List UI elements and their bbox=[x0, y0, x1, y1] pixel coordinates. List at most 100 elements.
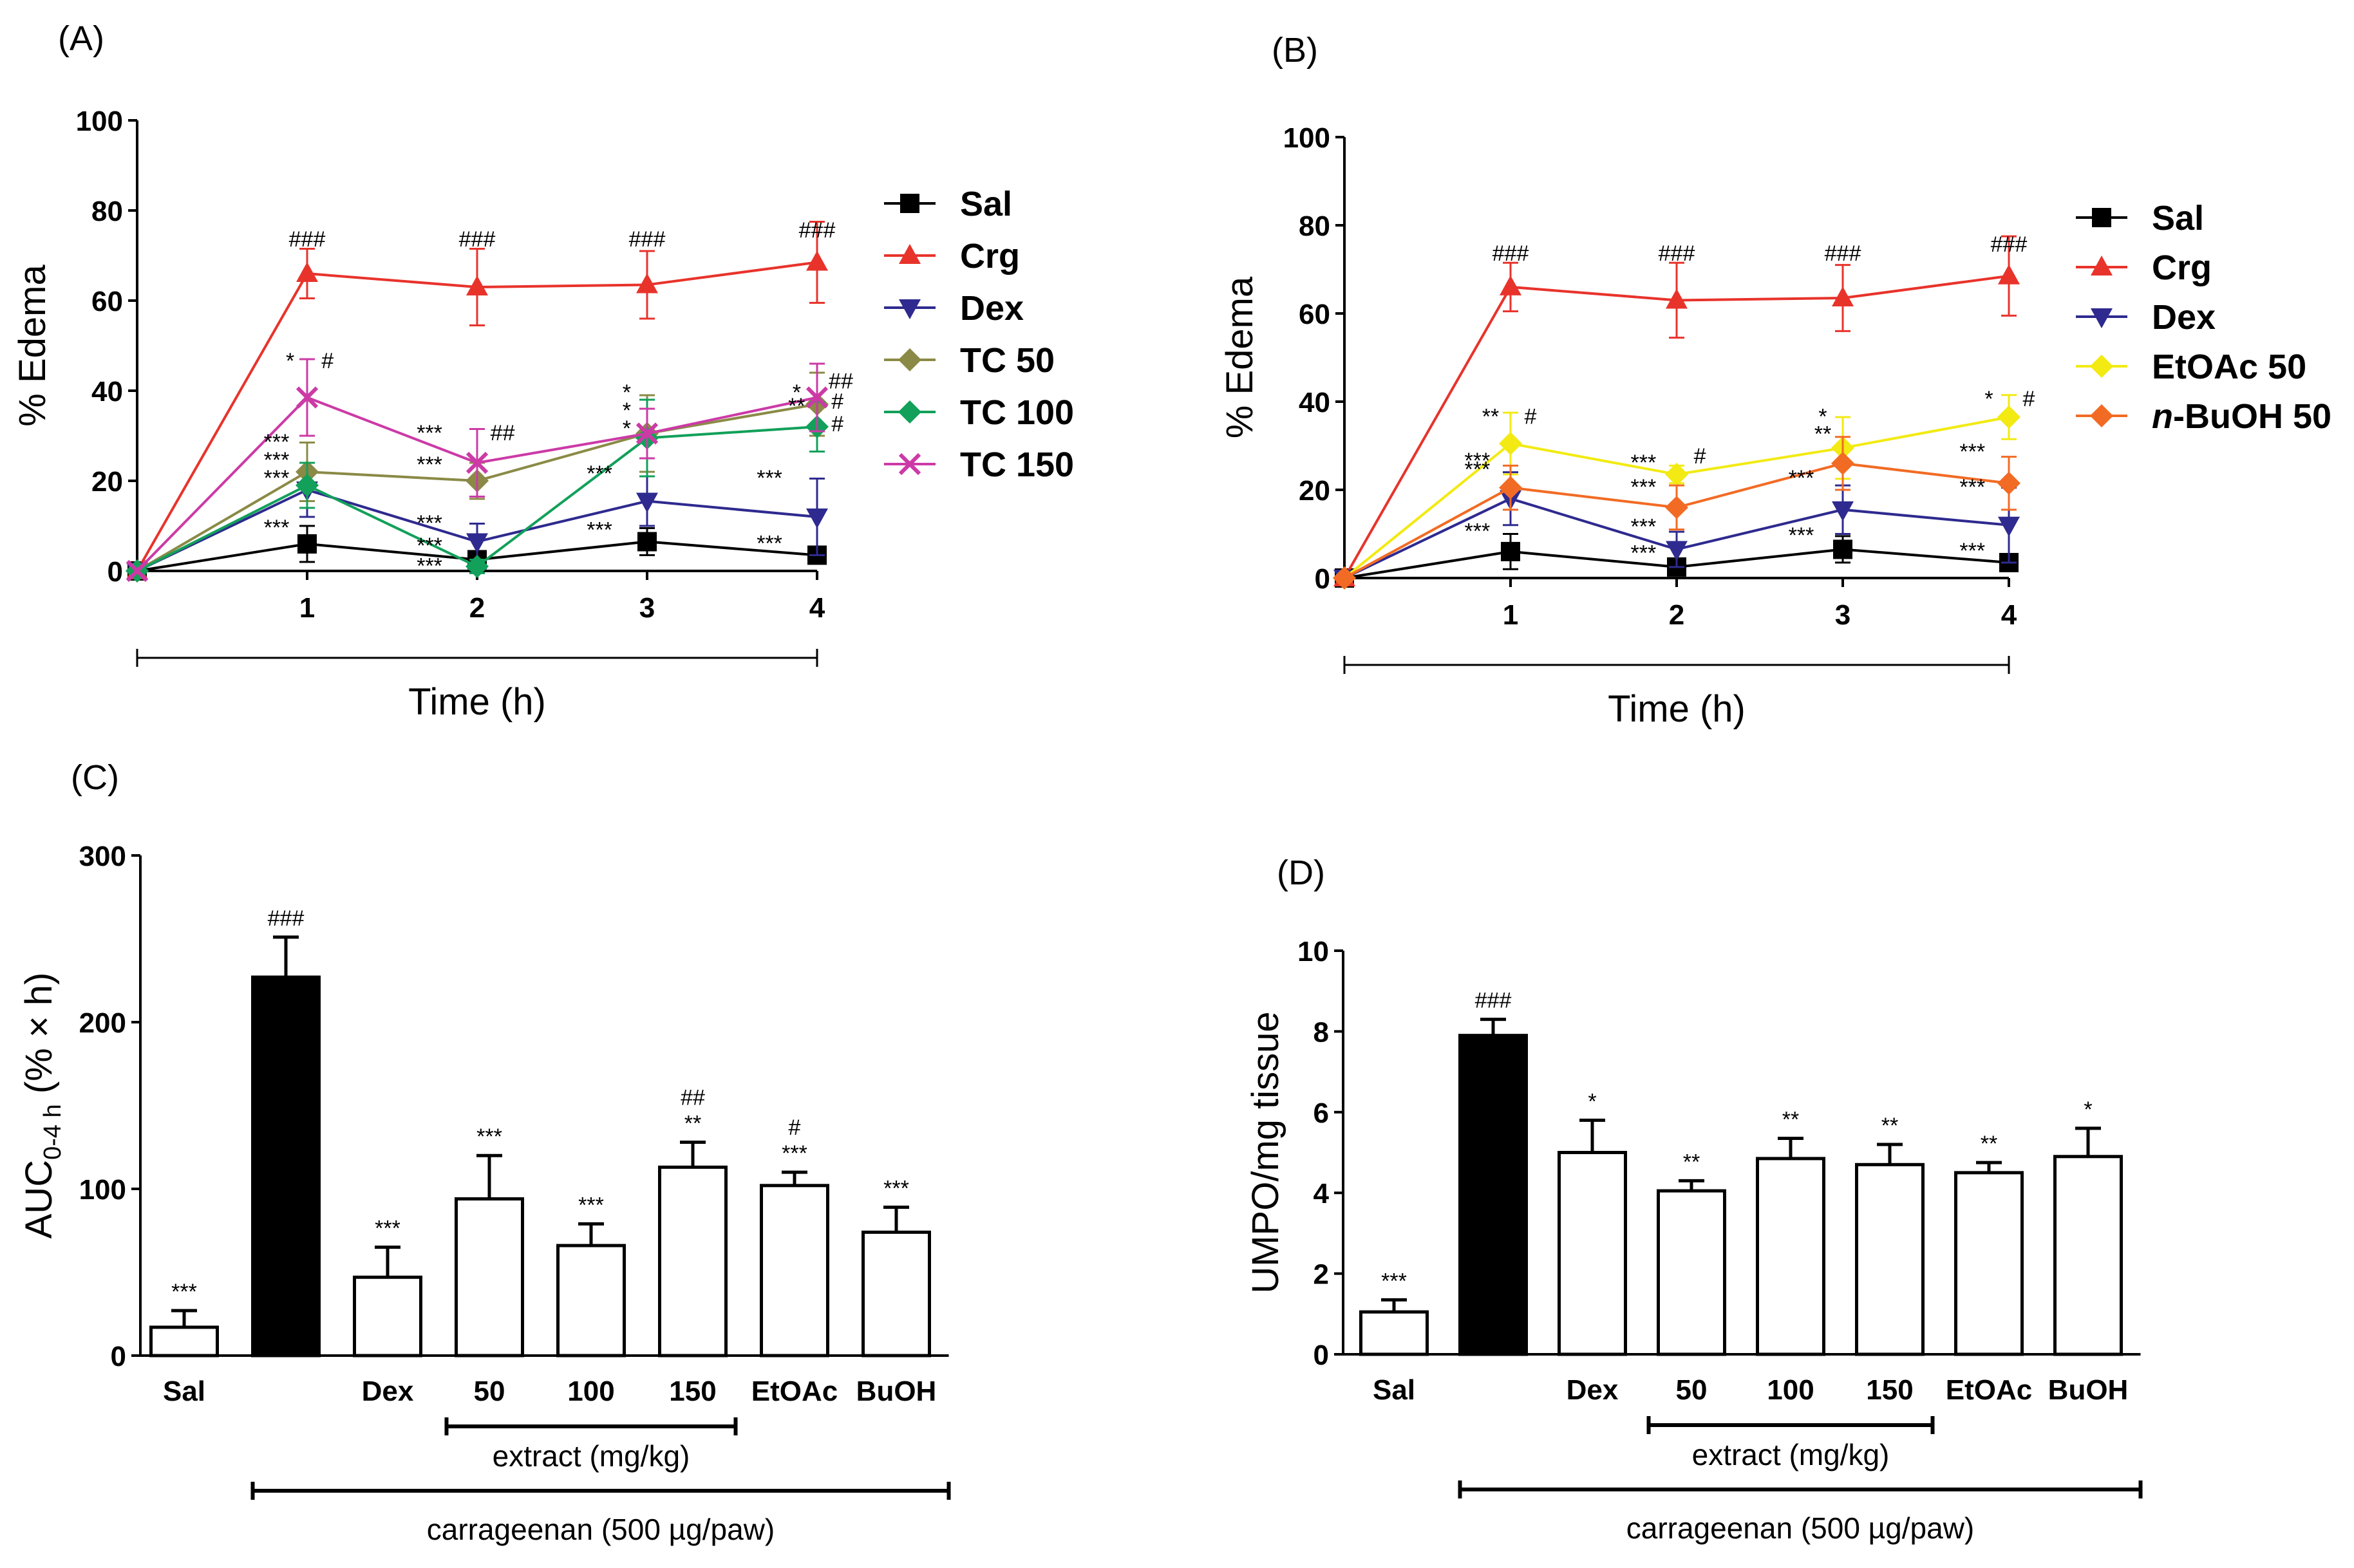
legend-marker bbox=[900, 194, 919, 213]
bar-group-50: 50 *** bbox=[455, 1125, 524, 1407]
panel-label: (A) bbox=[58, 19, 104, 58]
significance-label: ### bbox=[1492, 241, 1529, 266]
legend-marker bbox=[898, 348, 921, 371]
x-tick-label: EtOAc bbox=[1946, 1374, 2032, 1406]
legend-entry-dex: Dex bbox=[2076, 298, 2216, 337]
significance-label: *** bbox=[883, 1176, 909, 1200]
data-point-etoac-50 bbox=[1997, 405, 2020, 429]
data-point-sal bbox=[1501, 541, 1520, 561]
significance-label: ** bbox=[1782, 1108, 1799, 1132]
x-tick-label: Dex bbox=[1567, 1374, 1619, 1406]
y-tick-label: 80 bbox=[91, 196, 123, 227]
data-point-crg bbox=[1500, 275, 1521, 295]
carrageenan-label: carrageenan (500 µg/paw) bbox=[1626, 1511, 1975, 1545]
y-tick-label: 200 bbox=[79, 1007, 126, 1039]
y-tick-label: 300 bbox=[79, 841, 126, 872]
significance-label: *** bbox=[1381, 1269, 1407, 1293]
x-tick-label: 1 bbox=[299, 592, 315, 624]
bar-group-etoac: EtOAc ** bbox=[1946, 1132, 2032, 1406]
bar-buoh bbox=[2053, 1155, 2123, 1356]
bar-group-buoh: BuOH * bbox=[2048, 1097, 2129, 1406]
y-tick-label: 100 bbox=[79, 1174, 126, 1206]
significance-label: ** bbox=[788, 394, 805, 418]
legend-entry-etoac-50: EtOAc 50 bbox=[2076, 348, 2306, 386]
significance-label: * bbox=[1588, 1089, 1596, 1114]
significance-label: * bbox=[623, 380, 631, 405]
significance-label: ** bbox=[1482, 404, 1499, 429]
data-point-n-buoh-50 bbox=[1665, 496, 1688, 519]
significance-label: ### bbox=[1825, 241, 1861, 266]
bar-sal bbox=[149, 1325, 219, 1358]
panel-label: (B) bbox=[1272, 31, 1318, 70]
y-tick-label: 0 bbox=[108, 556, 123, 588]
data-point-dex bbox=[1832, 501, 1854, 521]
bar-group-150: 150 ##** bbox=[658, 1085, 728, 1407]
data-point-crg bbox=[806, 250, 828, 271]
significance-label: ### bbox=[1659, 241, 1695, 266]
data-point-sal bbox=[297, 534, 317, 554]
x-tick-label: 150 bbox=[669, 1376, 716, 1407]
significance-label: *** bbox=[264, 430, 290, 454]
significance-label: ** bbox=[1683, 1150, 1700, 1174]
x-tick-label: 100 bbox=[1767, 1374, 1814, 1406]
significance-label: *** bbox=[1465, 449, 1491, 473]
significance-label: ## bbox=[681, 1085, 705, 1110]
legend-label: Dex bbox=[2152, 298, 2216, 337]
significance-label: # bbox=[789, 1115, 801, 1140]
x-tick-label: 2 bbox=[1669, 599, 1684, 631]
significance-label: *** bbox=[1959, 440, 1985, 464]
significance-label: ### bbox=[1991, 232, 2028, 257]
legend-entry-sal: Sal bbox=[884, 185, 1012, 223]
significance-label: *** bbox=[1465, 519, 1491, 543]
y-tick-label: 100 bbox=[76, 106, 123, 137]
legend-marker bbox=[2091, 308, 2113, 328]
bar-etoac bbox=[760, 1184, 829, 1358]
data-point-dex bbox=[806, 509, 828, 528]
legend-marker bbox=[899, 299, 921, 319]
legend-marker bbox=[2090, 355, 2113, 378]
y-tick-label: 80 bbox=[1299, 210, 1330, 242]
x-tick-label: BuOH bbox=[856, 1376, 937, 1407]
data-point-tc-150 bbox=[466, 451, 489, 474]
y-tick-label: 60 bbox=[91, 286, 123, 317]
legend-label: EtOAc 50 bbox=[2152, 348, 2306, 386]
significance-label: *** bbox=[1631, 475, 1657, 499]
bar-etoac bbox=[1954, 1171, 2024, 1356]
significance-label: ### bbox=[1475, 989, 1512, 1013]
legend-marker bbox=[2090, 404, 2113, 427]
y-tick-label: 0 bbox=[1315, 563, 1330, 595]
y-axis-label: AUC0-4 h (% × h) bbox=[18, 973, 66, 1239]
legend-label: Sal bbox=[960, 185, 1012, 223]
significance-label: * bbox=[1984, 387, 1993, 411]
significance-label: *** bbox=[417, 534, 442, 558]
significance-label: ### bbox=[629, 227, 666, 252]
bar-50 bbox=[1657, 1189, 1726, 1356]
significance-label: ** bbox=[1981, 1132, 1997, 1156]
data-point-tc-150 bbox=[126, 559, 149, 583]
legend-entry-tc-50: TC 50 bbox=[884, 341, 1055, 380]
significance-label: ### bbox=[289, 227, 326, 252]
significance-label: *** bbox=[264, 448, 290, 472]
bar-crg bbox=[251, 975, 321, 1358]
data-point-dex bbox=[1666, 541, 1688, 561]
significance-label: *** bbox=[757, 532, 782, 556]
significance-label: *** bbox=[1465, 457, 1491, 481]
bar-group-dex: Dex *** bbox=[353, 1217, 422, 1407]
x-tick-label: 3 bbox=[1835, 599, 1850, 631]
significance-label: ** bbox=[1814, 422, 1831, 447]
legend-marker bbox=[898, 453, 921, 476]
y-tick-label: 10 bbox=[1297, 936, 1329, 967]
significance-label: *** bbox=[264, 466, 290, 490]
bar-group-50: 50 ** bbox=[1657, 1150, 1726, 1406]
data-point-n-buoh-50 bbox=[1333, 566, 1356, 590]
data-point-sal bbox=[637, 532, 657, 552]
significance-label: * bbox=[623, 398, 631, 423]
bar-50 bbox=[455, 1197, 524, 1358]
panel-label: (C) bbox=[71, 758, 119, 797]
significance-label: *** bbox=[417, 511, 442, 536]
x-tick-label: Sal bbox=[1373, 1374, 1415, 1406]
significance-label: ### bbox=[799, 218, 836, 243]
significance-label: *** bbox=[171, 1280, 197, 1304]
